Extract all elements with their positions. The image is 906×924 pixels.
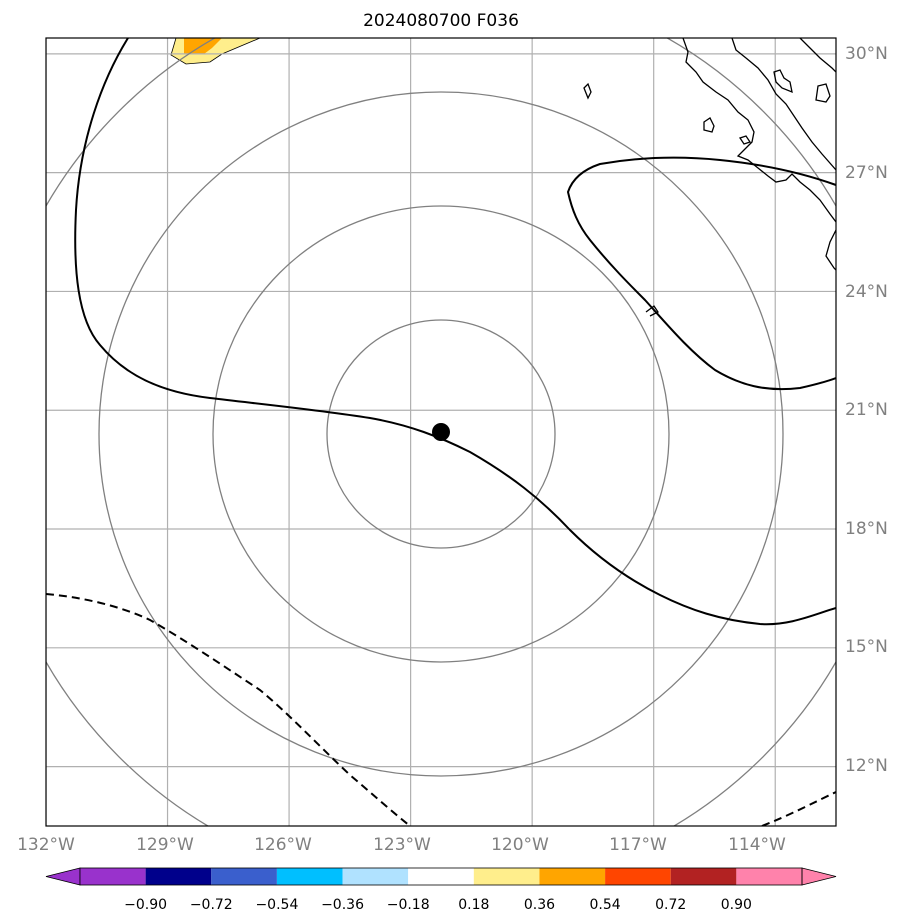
colorbar-segments xyxy=(45,867,837,886)
colorbar-label: −0.90 xyxy=(124,897,167,913)
colorbar-extend-high xyxy=(801,867,837,886)
lon-tick-label: 114°W xyxy=(728,835,786,855)
colorbar-bin xyxy=(605,868,671,885)
colorbar-label: −0.72 xyxy=(190,897,233,913)
lon-tick-label: 129°W xyxy=(136,835,194,855)
colorbar-bin xyxy=(408,868,474,885)
colorbar-bin xyxy=(145,868,212,885)
coastline xyxy=(583,38,836,317)
colorbar-label: 0.18 xyxy=(458,897,489,913)
colorbar-bin xyxy=(539,868,606,885)
lon-tick-label: 117°W xyxy=(609,835,667,855)
dashed-contours xyxy=(46,593,836,826)
gridlines xyxy=(46,38,836,826)
range-ring xyxy=(212,205,670,663)
lon-tick-labels: 132°W 129°W 126°W 123°W 120°W 117°W 114°… xyxy=(17,835,786,855)
range-ring xyxy=(98,91,784,777)
colorbar-extend-low xyxy=(45,867,81,886)
lat-tick-label: 30°N xyxy=(845,44,888,64)
dashed-contour-southwest xyxy=(46,593,411,826)
colorbar-labels: −0.90 −0.72 −0.54 −0.36 −0.18 0.18 0.36 … xyxy=(124,897,752,913)
positive-shading-core xyxy=(184,38,222,54)
colorbar-outline xyxy=(79,867,803,886)
lon-tick-label: 132°W xyxy=(17,835,75,855)
solid-contours xyxy=(74,38,836,626)
colorbar-bin xyxy=(473,868,540,885)
colorbar-label: 0.90 xyxy=(721,897,752,913)
lon-tick-label: 126°W xyxy=(254,835,312,855)
colorbar-label: −0.54 xyxy=(255,897,298,913)
colorbar-bin xyxy=(670,868,737,885)
colorbar-label: −0.18 xyxy=(387,897,430,913)
lat-tick-label: 18°N xyxy=(845,519,888,539)
range-ring xyxy=(326,319,556,549)
colorbar-bin xyxy=(342,868,409,885)
lon-tick-label: 120°W xyxy=(491,835,549,855)
storm-center-marker xyxy=(432,423,450,441)
colorbar-bin xyxy=(80,868,146,885)
solid-contour-east xyxy=(566,156,836,391)
colorbar-label: −0.36 xyxy=(321,897,364,913)
figure-title: 2024080700 F036 xyxy=(363,11,519,31)
colorbar-label: 0.72 xyxy=(655,897,686,913)
map-frame xyxy=(45,37,837,827)
lat-tick-label: 27°N xyxy=(845,163,888,183)
colorbar-bin xyxy=(736,868,802,885)
lat-tick-label: 21°N xyxy=(845,400,888,420)
colorbar: −0.90 −0.72 −0.54 −0.36 −0.18 0.18 0.36 … xyxy=(45,867,837,913)
lat-tick-labels: 30°N 27°N 24°N 21°N 18°N 15°N 12°N xyxy=(845,44,888,776)
lat-tick-label: 15°N xyxy=(845,637,888,657)
colorbar-label: 0.54 xyxy=(590,897,621,913)
colorbar-label: 0.36 xyxy=(524,897,555,913)
dashed-contour-southeast xyxy=(761,791,836,826)
map-panel xyxy=(46,38,836,826)
solid-contour-west xyxy=(74,38,836,626)
lat-tick-label: 12°N xyxy=(845,756,888,776)
colorbar-bin xyxy=(276,868,343,885)
range-rings xyxy=(46,38,836,826)
lat-tick-label: 24°N xyxy=(845,282,888,302)
lon-tick-label: 123°W xyxy=(373,835,431,855)
colorbar-bin xyxy=(211,868,277,885)
